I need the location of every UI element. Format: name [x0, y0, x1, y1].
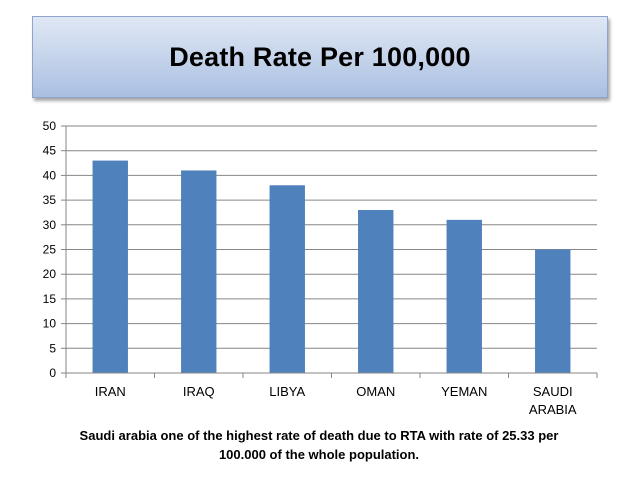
x-category-label: IRAQ: [183, 384, 215, 399]
y-axis-tick-labels: 0 5 10 15 20 25 30 35 40 45 50: [43, 119, 57, 380]
y-tick-label: 50: [43, 119, 57, 133]
x-category-label: OMAN: [356, 384, 395, 399]
y-tick-label: 45: [43, 144, 57, 158]
y-tick-label: 40: [43, 168, 57, 182]
title-box: Death Rate Per 100,000: [32, 16, 608, 98]
bar-iran: [92, 160, 128, 373]
y-tick-label: 20: [43, 267, 57, 281]
x-category-label: LIBYA: [269, 384, 305, 399]
y-tick-label: 30: [43, 218, 57, 232]
x-axis-category-labels: IRAN IRAQ LIBYA OMAN YEMAN SAUDI ARABIA: [95, 384, 577, 417]
bar-saudi-arabia: [535, 249, 571, 373]
x-category-label: YEMAN: [441, 384, 487, 399]
bar-oman: [358, 209, 394, 373]
x-category-label-line: LIBYA: [269, 384, 305, 399]
x-category-label-line: SAUDI: [533, 384, 573, 399]
chart-title: Death Rate Per 100,000: [169, 41, 471, 72]
x-category-label-line: IRAQ: [183, 384, 215, 399]
caption-line-2: 100.000 of the whole population.: [218, 447, 420, 462]
bar-iraq: [181, 170, 217, 373]
caption-line-1: Saudi arabia one of the highest rate of …: [79, 428, 559, 443]
y-tick-label: 10: [43, 317, 57, 331]
bars: [92, 160, 571, 373]
y-tick-label: 15: [43, 292, 57, 306]
x-category-label-line: ARABIA: [529, 402, 577, 417]
axes: [65, 126, 598, 378]
caption: Saudi arabia one of the highest rate of …: [40, 426, 598, 464]
x-category-label-line: IRAN: [95, 384, 126, 399]
y-tick-label: 5: [49, 341, 56, 355]
x-category-label: IRAN: [95, 384, 126, 399]
y-tick-label: 25: [43, 243, 57, 257]
x-category-label: SAUDI ARABIA: [529, 384, 577, 417]
y-tick-label: 35: [43, 193, 57, 207]
y-tick-label: 0: [49, 366, 56, 380]
bar-yeman: [446, 219, 482, 373]
x-category-label-line: YEMAN: [441, 384, 487, 399]
x-category-label-line: OMAN: [356, 384, 395, 399]
gridlines: [61, 125, 597, 374]
bar-libya: [269, 185, 305, 373]
